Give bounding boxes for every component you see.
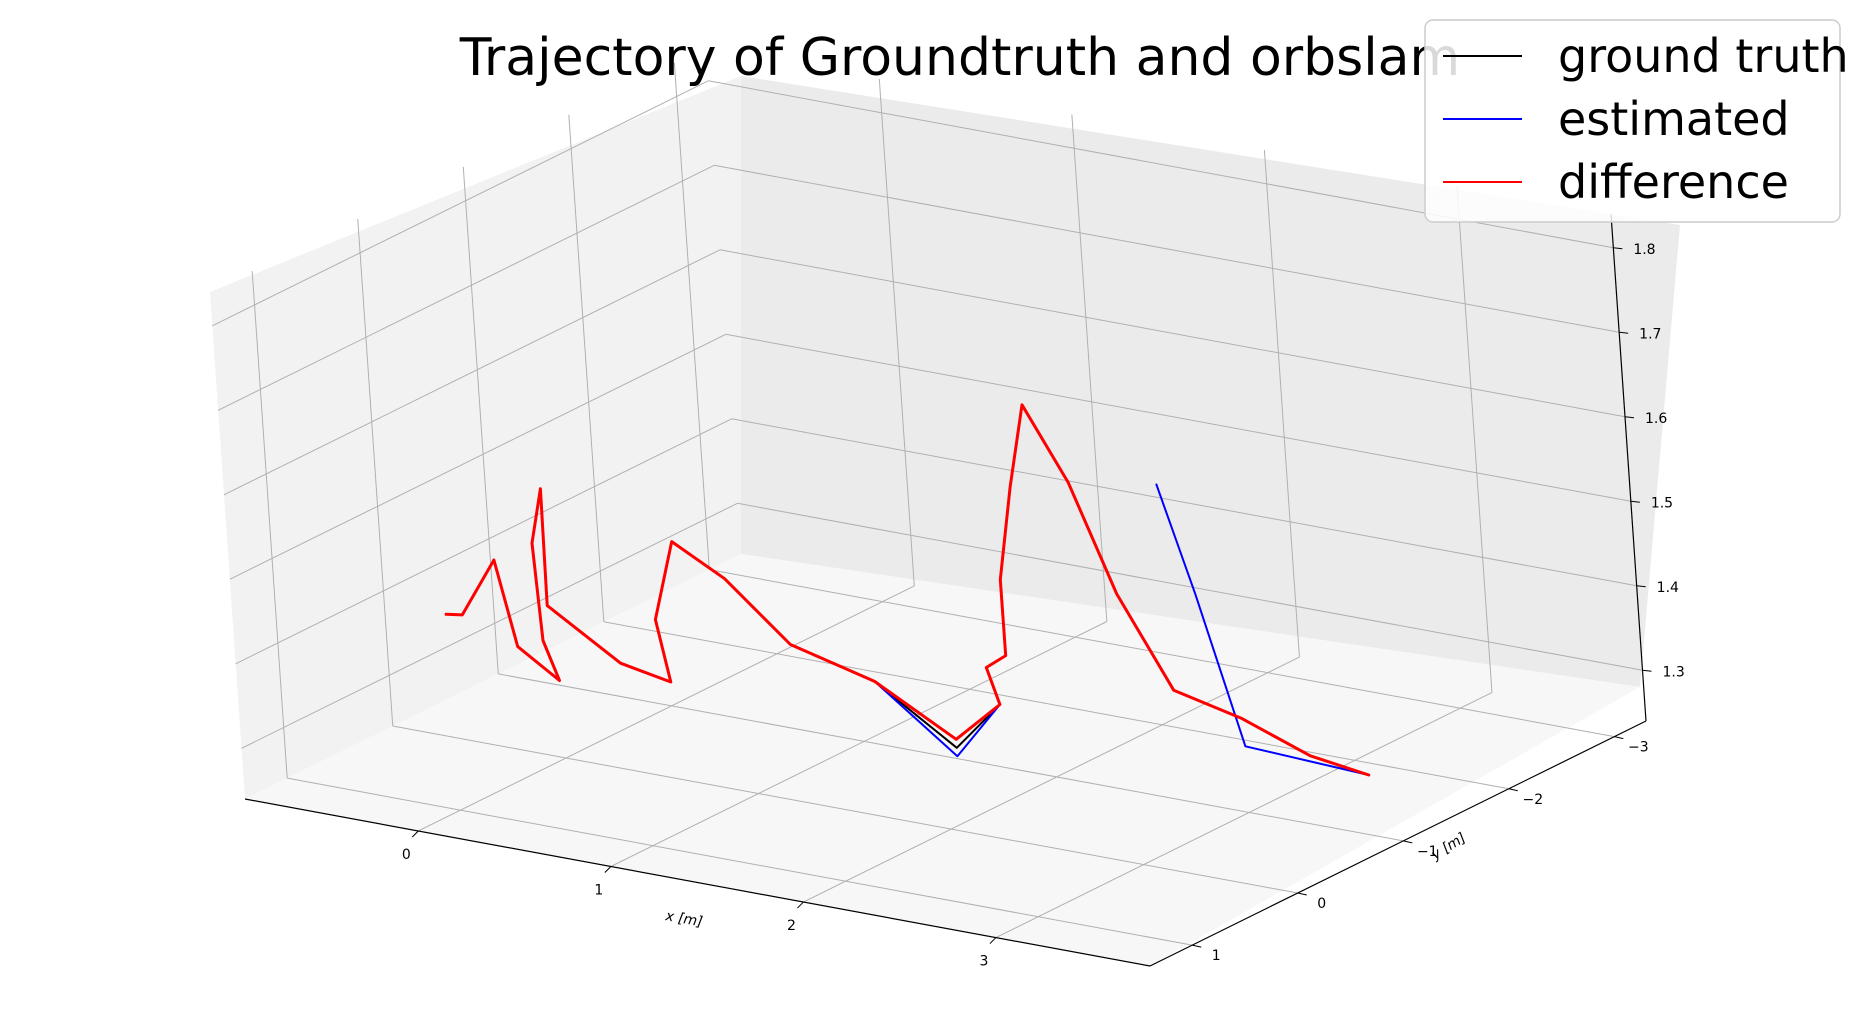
x-tick-mark bbox=[604, 866, 612, 873]
z-tick-label: 1.5 bbox=[1651, 495, 1673, 511]
y-tick-label: −2 bbox=[1522, 792, 1543, 808]
legend-label-estimated: estimated bbox=[1558, 92, 1790, 146]
z-tick-mark bbox=[1642, 669, 1652, 672]
grid-line-x-back bbox=[1263, 150, 1300, 658]
x-axis-label: x [m] bbox=[663, 908, 703, 930]
grid-line-y-floor bbox=[498, 673, 1404, 842]
x-tick-mark bbox=[411, 830, 419, 838]
grid-line-z-left bbox=[217, 164, 715, 411]
grid-line-z-left bbox=[241, 502, 738, 749]
y-tick-mark bbox=[1297, 892, 1307, 896]
z-tick-label: 1.6 bbox=[1645, 411, 1667, 427]
z-tick-mark bbox=[1630, 500, 1640, 503]
grid-line-z-back bbox=[725, 333, 1631, 502]
x-axis-line bbox=[244, 798, 1151, 967]
legend-box bbox=[1424, 19, 1841, 223]
x-tick-label: 1 bbox=[594, 883, 603, 899]
y-axis-label: y [m] bbox=[1428, 830, 1469, 864]
chart-title: Trajectory of Groundtruth and orbslam bbox=[459, 28, 1460, 88]
grid-line-y-left bbox=[568, 114, 605, 622]
z-tick-label: 1.8 bbox=[1633, 242, 1655, 258]
y-tick-mark bbox=[1192, 944, 1202, 948]
grid-line-y-floor bbox=[603, 621, 1509, 790]
legend-label-ground-truth: ground truth bbox=[1558, 29, 1849, 83]
grid-line-y-floor bbox=[392, 725, 1298, 894]
y-axis-line bbox=[1149, 720, 1647, 967]
grid-line-y-floor bbox=[287, 777, 1193, 946]
z-tick-label: 1.4 bbox=[1657, 580, 1679, 596]
y-tick-label: −3 bbox=[1628, 740, 1649, 756]
y-tick-mark bbox=[1403, 840, 1413, 844]
grid-line-z-back bbox=[714, 164, 1620, 333]
grid-line-x-floor bbox=[995, 692, 1493, 939]
grid-line-x-floor bbox=[803, 656, 1300, 903]
x-tick-label: 0 bbox=[402, 847, 411, 863]
grid-line-z-left bbox=[212, 80, 709, 327]
z-tick-mark bbox=[1636, 585, 1646, 588]
legend: ground truth estimated difference bbox=[1424, 19, 1849, 223]
back-pane bbox=[741, 76, 1680, 687]
y-tick-label: −1 bbox=[1417, 844, 1438, 860]
grid-line-y-floor bbox=[709, 569, 1615, 738]
left-pane bbox=[210, 76, 741, 799]
grid-line-x-back bbox=[878, 78, 915, 587]
grid-line-x-floor bbox=[610, 621, 1108, 867]
grid-line-y-left bbox=[357, 218, 394, 727]
tick-labels: 0 1 2 3 1 0 −1 −2 −3 1.3 1.4 1.5 1.6 1.7 1.8 bbox=[402, 242, 1685, 970]
grid-line-x-back bbox=[1456, 185, 1493, 693]
y-tick-mark bbox=[1614, 736, 1624, 740]
grid-lines bbox=[212, 62, 1643, 946]
grid-line-z-back bbox=[719, 249, 1626, 418]
z-tick-mark bbox=[1624, 416, 1635, 419]
grid-line-y-left bbox=[673, 62, 710, 570]
grid-line-x-floor bbox=[418, 585, 915, 832]
legend-label-difference: difference bbox=[1558, 155, 1789, 209]
y-tick-label: 0 bbox=[1317, 896, 1326, 912]
z-tick-mark bbox=[1619, 331, 1629, 334]
z-tick-mark bbox=[1613, 247, 1623, 250]
grid-line-x-back bbox=[1071, 114, 1108, 622]
trajectory-difference bbox=[444, 403, 1371, 777]
z-tick-label: 1.7 bbox=[1639, 326, 1661, 342]
x-tick-mark bbox=[797, 901, 804, 909]
z-axis-line bbox=[1610, 213, 1647, 722]
axis-lines bbox=[244, 213, 1652, 967]
grid-line-z-back bbox=[737, 502, 1643, 671]
x-tick-mark bbox=[989, 937, 997, 944]
x-tick-label: 3 bbox=[979, 954, 988, 970]
grid-line-y-left bbox=[462, 166, 499, 674]
grid-line-z-left bbox=[229, 333, 727, 580]
grid-line-z-left bbox=[223, 249, 721, 496]
y-tick-mark bbox=[1508, 788, 1518, 792]
x-tick-label: 2 bbox=[787, 918, 796, 934]
z-tick-label: 1.3 bbox=[1663, 664, 1685, 680]
grid-line-z-left bbox=[235, 418, 732, 665]
trajectory-series bbox=[444, 403, 1371, 777]
grid-line-y-left bbox=[251, 271, 288, 779]
grid-line-z-back bbox=[731, 418, 1637, 587]
y-tick-label: 1 bbox=[1212, 948, 1221, 964]
